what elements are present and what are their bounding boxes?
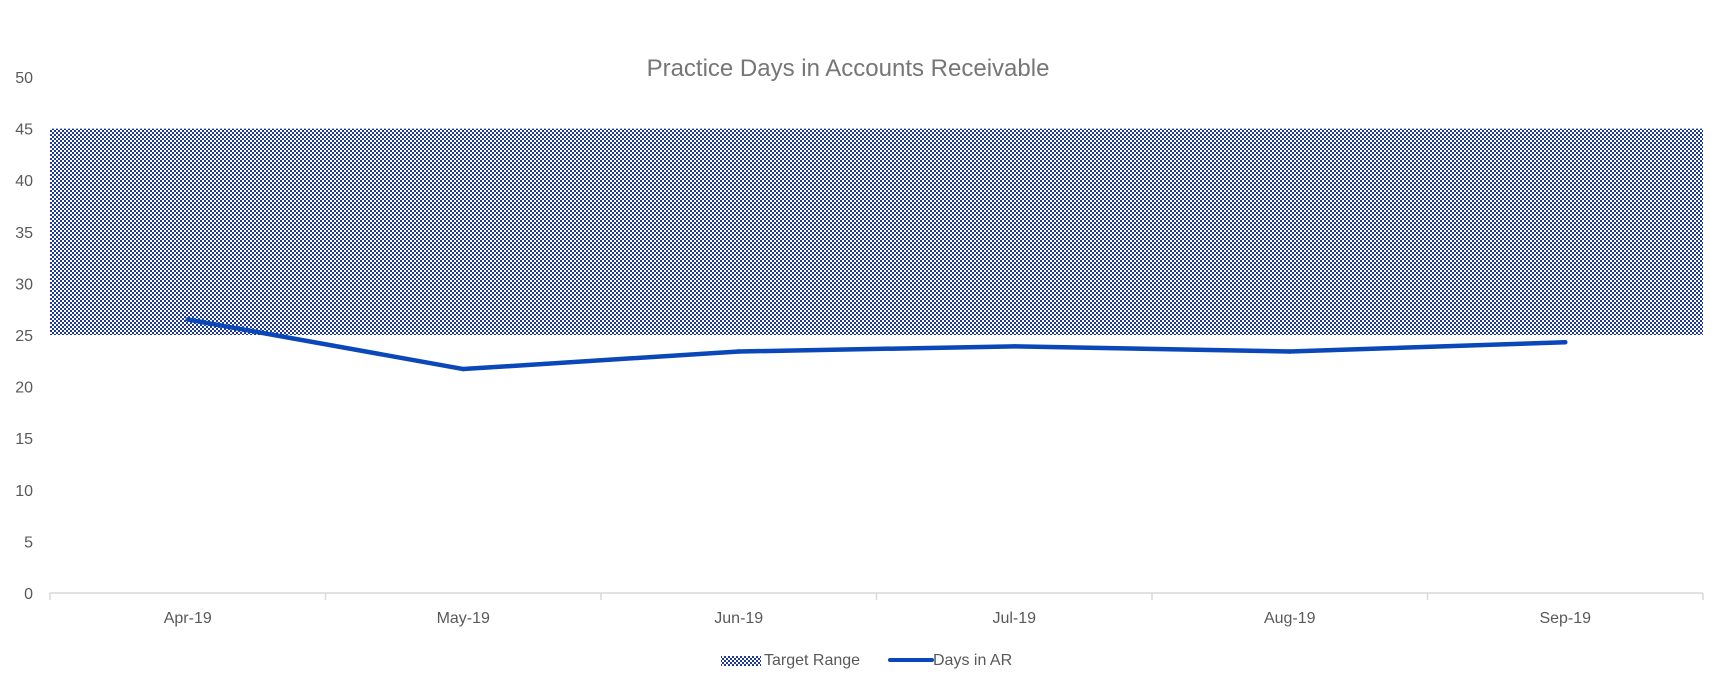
y-tick-label: 0 [24, 586, 33, 603]
y-tick-label: 50 [15, 70, 33, 87]
legend-label-days-in-ar: Days in AR [933, 652, 1012, 669]
y-tick-label: 45 [15, 122, 33, 139]
target-range-band [50, 128, 1703, 335]
y-tick-label: 25 [15, 328, 33, 345]
x-tick-label: Aug-19 [1264, 610, 1316, 627]
y-tick-label: 35 [15, 225, 33, 242]
x-tick-label: May-19 [437, 610, 490, 627]
y-tick-label: 5 [24, 534, 33, 551]
chart-title: Practice Days in Accounts Receivable [647, 55, 1050, 82]
data-point [1563, 340, 1568, 345]
data-point [736, 349, 741, 354]
series-line-days-in-ar [185, 317, 1568, 372]
x-tick-label: Jun-19 [714, 610, 763, 627]
x-tick-label: Jul-19 [992, 610, 1036, 627]
legend-swatch-target-range [721, 656, 761, 666]
y-tick-label: 20 [15, 380, 33, 397]
data-point [1012, 344, 1017, 349]
data-point [185, 317, 190, 322]
y-tick-label: 30 [15, 276, 33, 293]
plot-area: 0 5 10 15 20 25 30 35 40 45 50 Apr-19 May-19 Jun-19 Ju… [15, 70, 1704, 627]
data-point [461, 366, 466, 372]
legend-label-target-range: Target Range [764, 652, 860, 669]
x-tick-label: Apr-19 [164, 610, 212, 627]
data-point [1287, 349, 1292, 354]
y-tick-label: 15 [15, 431, 33, 448]
x-tick-label: Sep-19 [1539, 610, 1591, 627]
y-tick-label: 40 [15, 173, 33, 190]
legend: Target Range Days in AR [721, 652, 1012, 669]
y-tick-label: 10 [15, 483, 33, 500]
